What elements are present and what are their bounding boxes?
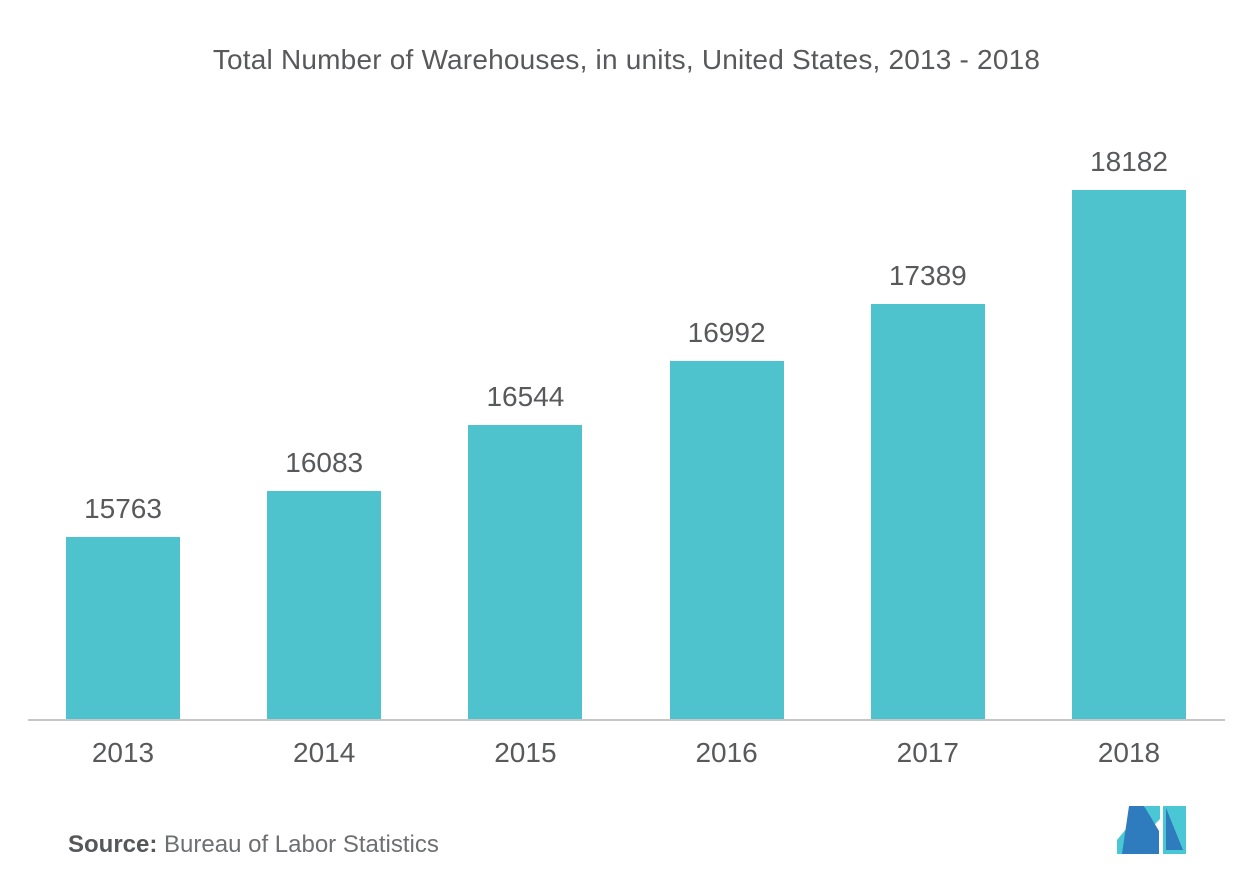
bar-2014 (267, 491, 382, 719)
logo-i-blue-triangle (1166, 808, 1183, 850)
x-axis-tick-label: 2014 (293, 737, 356, 768)
mordor-intelligence-logo (1117, 806, 1186, 854)
bar-value-label: 18182 (1090, 145, 1168, 177)
bar-2016 (669, 360, 784, 719)
bar-2017 (870, 303, 985, 719)
bar-2013 (66, 537, 180, 719)
source-text: Bureau of Labor Statistics (164, 831, 439, 858)
source-label: Source: (68, 831, 158, 858)
x-axis-tick-label: 2017 (896, 737, 959, 768)
bar-value-label: 16544 (486, 381, 565, 413)
bar-value-label: 17389 (888, 259, 967, 291)
bar-value-label: 15763 (84, 493, 162, 525)
chart-title: Total Number of Warehouses, in units, Un… (212, 44, 1041, 75)
bar-value-label: 16992 (687, 316, 766, 348)
source-note: Source: Bureau of Labor Statistics (68, 831, 439, 859)
x-axis-tick-label: 2013 (91, 737, 155, 768)
x-axis-tick-label: 2015 (494, 737, 557, 768)
x-axis-line (28, 719, 1225, 721)
x-axis-tick-label: 2016 (695, 737, 758, 768)
bar-value-label: 16083 (285, 447, 364, 479)
bar-2018 (1072, 189, 1186, 719)
bar-2015 (468, 425, 583, 719)
logo-m-blue-ribbon (1122, 806, 1159, 854)
x-axis-tick-label: 2018 (1097, 737, 1161, 768)
